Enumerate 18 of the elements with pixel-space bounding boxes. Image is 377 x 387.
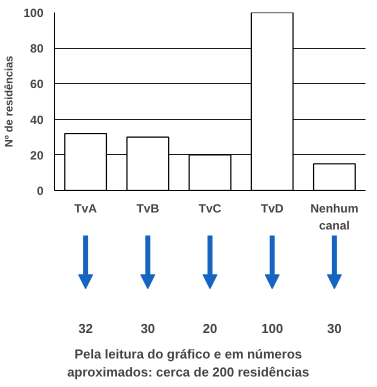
text: 32 xyxy=(78,320,93,336)
text: Pela leitura do gráfico e em números aproximados: cerca de 200 residências xyxy=(67,346,310,380)
text: 20 xyxy=(202,320,218,336)
text: 100 xyxy=(261,320,284,336)
text: 30 xyxy=(327,320,342,336)
x-tick-label: TvB xyxy=(136,202,160,216)
x-tick-label: TvC xyxy=(198,202,222,216)
y-tick-label: 100 xyxy=(23,6,44,20)
text: 30 xyxy=(140,320,156,336)
y-tick-label: 0 xyxy=(36,184,44,198)
y-tick-label: 40 xyxy=(30,112,44,127)
x-tick-label: Nenhum canal xyxy=(310,202,358,232)
x-tick-label: TvD xyxy=(260,202,284,216)
y-tick-label: 60 xyxy=(30,77,44,92)
y-tick-label: 80 xyxy=(30,42,44,56)
y-axis-title: Nº de residências xyxy=(3,56,16,148)
y-tick-label: 20 xyxy=(30,148,44,162)
x-tick-label: TvA xyxy=(74,202,98,216)
